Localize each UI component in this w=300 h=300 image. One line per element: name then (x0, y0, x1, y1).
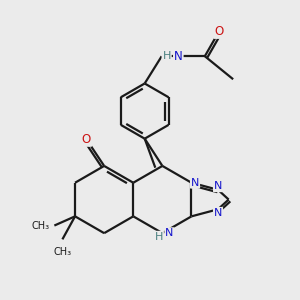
Text: N: N (214, 181, 222, 191)
Text: O: O (82, 133, 91, 146)
Text: N: N (165, 228, 174, 238)
Text: O: O (214, 25, 224, 38)
Text: CH₃: CH₃ (53, 247, 71, 257)
Text: N: N (214, 208, 222, 218)
Text: H: H (162, 51, 171, 61)
Text: CH₃: CH₃ (32, 220, 50, 230)
Text: N: N (174, 50, 183, 63)
Text: H: H (155, 232, 163, 242)
Text: N: N (191, 178, 199, 188)
